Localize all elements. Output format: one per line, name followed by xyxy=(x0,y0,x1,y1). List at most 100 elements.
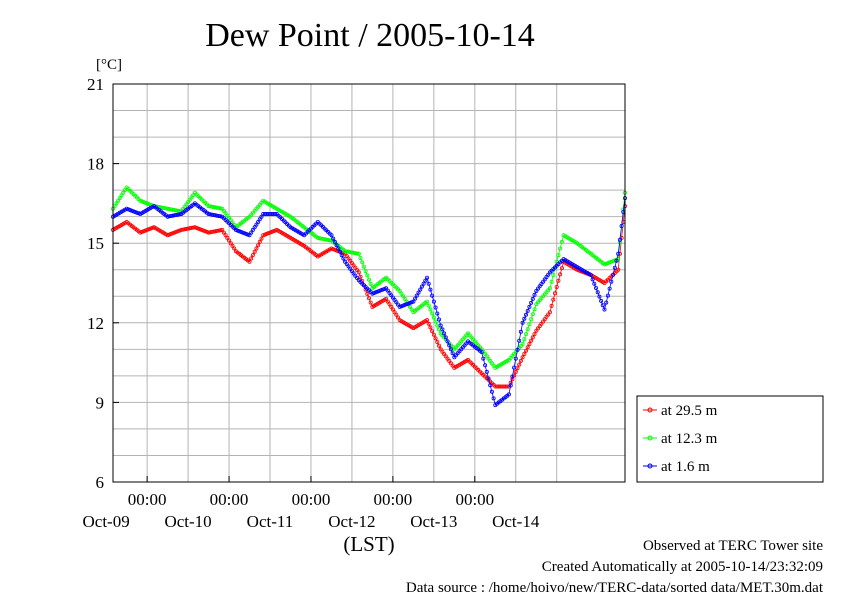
data-point xyxy=(450,351,455,356)
data-point xyxy=(351,250,356,255)
data-point xyxy=(556,253,561,258)
data-point xyxy=(559,239,564,244)
legend: at 29.5 m at 12.3 m at 1.6 m xyxy=(636,395,824,483)
data-point xyxy=(426,281,431,286)
data-point xyxy=(177,212,182,217)
data-point xyxy=(424,318,429,323)
data-point xyxy=(418,287,423,292)
data-point xyxy=(527,341,532,346)
data-point xyxy=(520,341,525,346)
data-point xyxy=(616,267,621,272)
data-point xyxy=(604,300,609,305)
series-2 xyxy=(111,196,628,408)
data-point xyxy=(366,296,371,301)
legend-label: at 29.5 m xyxy=(661,403,718,419)
plot-grid xyxy=(113,84,625,482)
data-point xyxy=(510,374,515,379)
footer-created: Created Automatically at 2005-10-14/23:3… xyxy=(542,559,823,575)
data-point xyxy=(249,230,254,235)
data-point xyxy=(431,299,436,304)
chart-title: Dew Point / 2005-10-14 xyxy=(205,17,535,54)
data-point xyxy=(517,338,522,343)
data-point xyxy=(433,336,438,341)
data-point xyxy=(331,236,336,241)
data-point xyxy=(588,272,593,277)
data-point xyxy=(428,325,433,330)
x-axis-label: (LST) xyxy=(343,532,394,556)
data-point xyxy=(327,238,332,243)
data-point xyxy=(433,305,438,310)
data-point xyxy=(517,362,522,367)
data-point xyxy=(148,226,153,231)
data-point xyxy=(390,307,395,312)
data-point xyxy=(525,345,530,350)
data-point xyxy=(257,239,262,244)
data-point xyxy=(336,246,341,251)
data-point xyxy=(483,363,488,368)
x-day-label: Oct-11 xyxy=(247,512,294,531)
x-tick-label: 00:00 xyxy=(455,490,494,509)
data-point xyxy=(256,219,261,224)
y-tick-label: 21 xyxy=(87,75,104,94)
data-point xyxy=(592,281,597,286)
data-point xyxy=(616,251,621,256)
data-point xyxy=(554,284,559,289)
data-point xyxy=(409,307,414,312)
data-point xyxy=(508,383,513,388)
data-point xyxy=(547,310,552,315)
data-point xyxy=(430,311,435,316)
data-point xyxy=(172,207,177,212)
x-day-label: Oct-13 xyxy=(410,512,457,531)
data-point xyxy=(595,290,600,295)
data-point xyxy=(559,266,564,271)
data-point xyxy=(594,285,599,290)
data-point xyxy=(114,201,119,206)
data-point xyxy=(218,228,223,233)
data-point xyxy=(513,356,518,361)
data-point xyxy=(404,302,409,307)
data-point xyxy=(368,281,373,286)
data-point xyxy=(225,235,230,240)
data-point xyxy=(520,355,525,360)
data-point xyxy=(430,329,435,334)
data-point xyxy=(174,212,179,217)
data-point xyxy=(250,253,255,258)
data-point xyxy=(529,300,534,305)
data-point xyxy=(551,272,556,277)
data-point xyxy=(605,293,610,298)
data-point xyxy=(505,384,510,389)
data-point xyxy=(522,337,527,342)
series-line xyxy=(112,198,626,406)
data-point xyxy=(368,300,373,305)
data-point xyxy=(547,286,552,291)
data-point xyxy=(227,238,232,243)
data-point xyxy=(525,308,530,313)
data-point xyxy=(614,258,619,263)
data-point xyxy=(431,332,436,337)
y-tick-label: 9 xyxy=(96,393,105,412)
x-day-label: Oct-09 xyxy=(83,512,130,531)
data-point xyxy=(524,348,529,353)
y-axis-unit-label: [°C] xyxy=(96,57,122,73)
data-point xyxy=(431,315,436,320)
data-point xyxy=(435,311,440,316)
data-point xyxy=(512,365,517,370)
data-point xyxy=(609,279,614,284)
x-day-label: Oct-10 xyxy=(164,512,211,531)
data-point xyxy=(619,223,624,228)
x-tick-label: 00:00 xyxy=(292,490,331,509)
data-point xyxy=(551,297,556,302)
data-point xyxy=(414,293,419,298)
data-point xyxy=(329,233,334,238)
data-point xyxy=(250,227,255,232)
data-point xyxy=(426,321,431,326)
data-point xyxy=(488,383,493,388)
data-point xyxy=(122,188,127,193)
data-point xyxy=(218,206,223,211)
data-point xyxy=(522,351,527,356)
data-point xyxy=(611,272,616,277)
x-day-label: Oct-12 xyxy=(328,512,375,531)
data-point xyxy=(609,259,614,264)
data-point xyxy=(486,376,491,381)
data-point xyxy=(421,281,426,286)
